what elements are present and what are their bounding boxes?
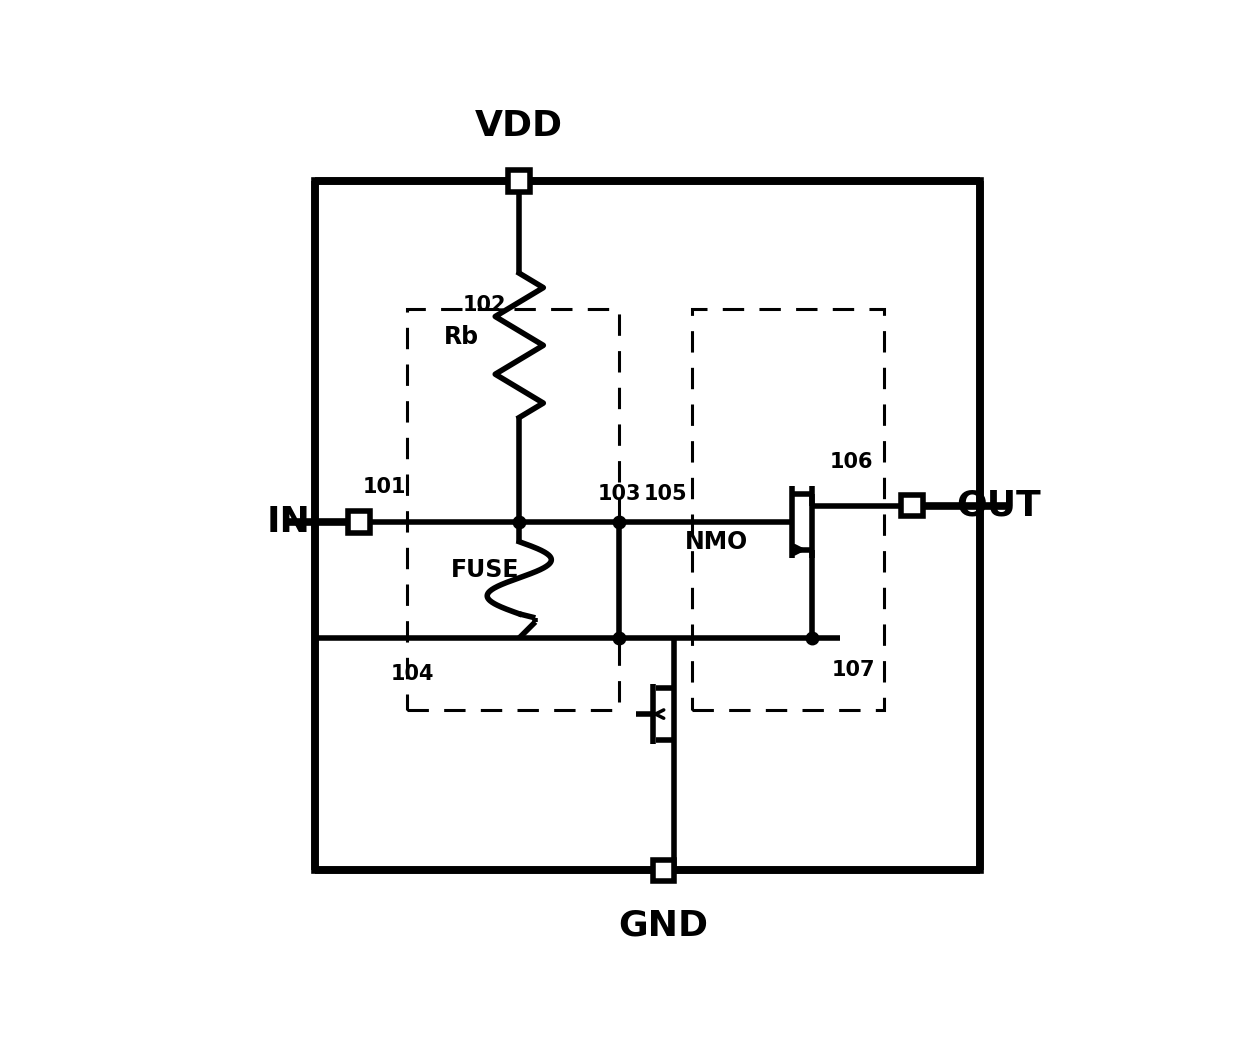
Text: 103: 103 — [598, 484, 641, 504]
Text: Rb: Rb — [444, 326, 479, 350]
Bar — [901, 494, 923, 516]
Bar — [508, 171, 529, 192]
Text: 106: 106 — [830, 452, 873, 472]
Text: IN: IN — [267, 505, 311, 538]
Bar — [315, 181, 980, 870]
Text: GND: GND — [619, 909, 708, 943]
Text: 105: 105 — [644, 484, 687, 504]
Text: OUT: OUT — [956, 488, 1040, 523]
Text: 102: 102 — [464, 296, 507, 315]
Bar — [692, 309, 884, 710]
Bar — [652, 860, 675, 881]
Bar — [348, 511, 370, 533]
Text: NMO: NMO — [684, 530, 748, 554]
Text: 101: 101 — [363, 477, 407, 498]
Bar — [407, 309, 620, 710]
Text: VDD: VDD — [475, 108, 563, 143]
Text: 107: 107 — [832, 660, 875, 680]
Text: 104: 104 — [391, 664, 434, 684]
Text: FUSE: FUSE — [451, 558, 520, 582]
